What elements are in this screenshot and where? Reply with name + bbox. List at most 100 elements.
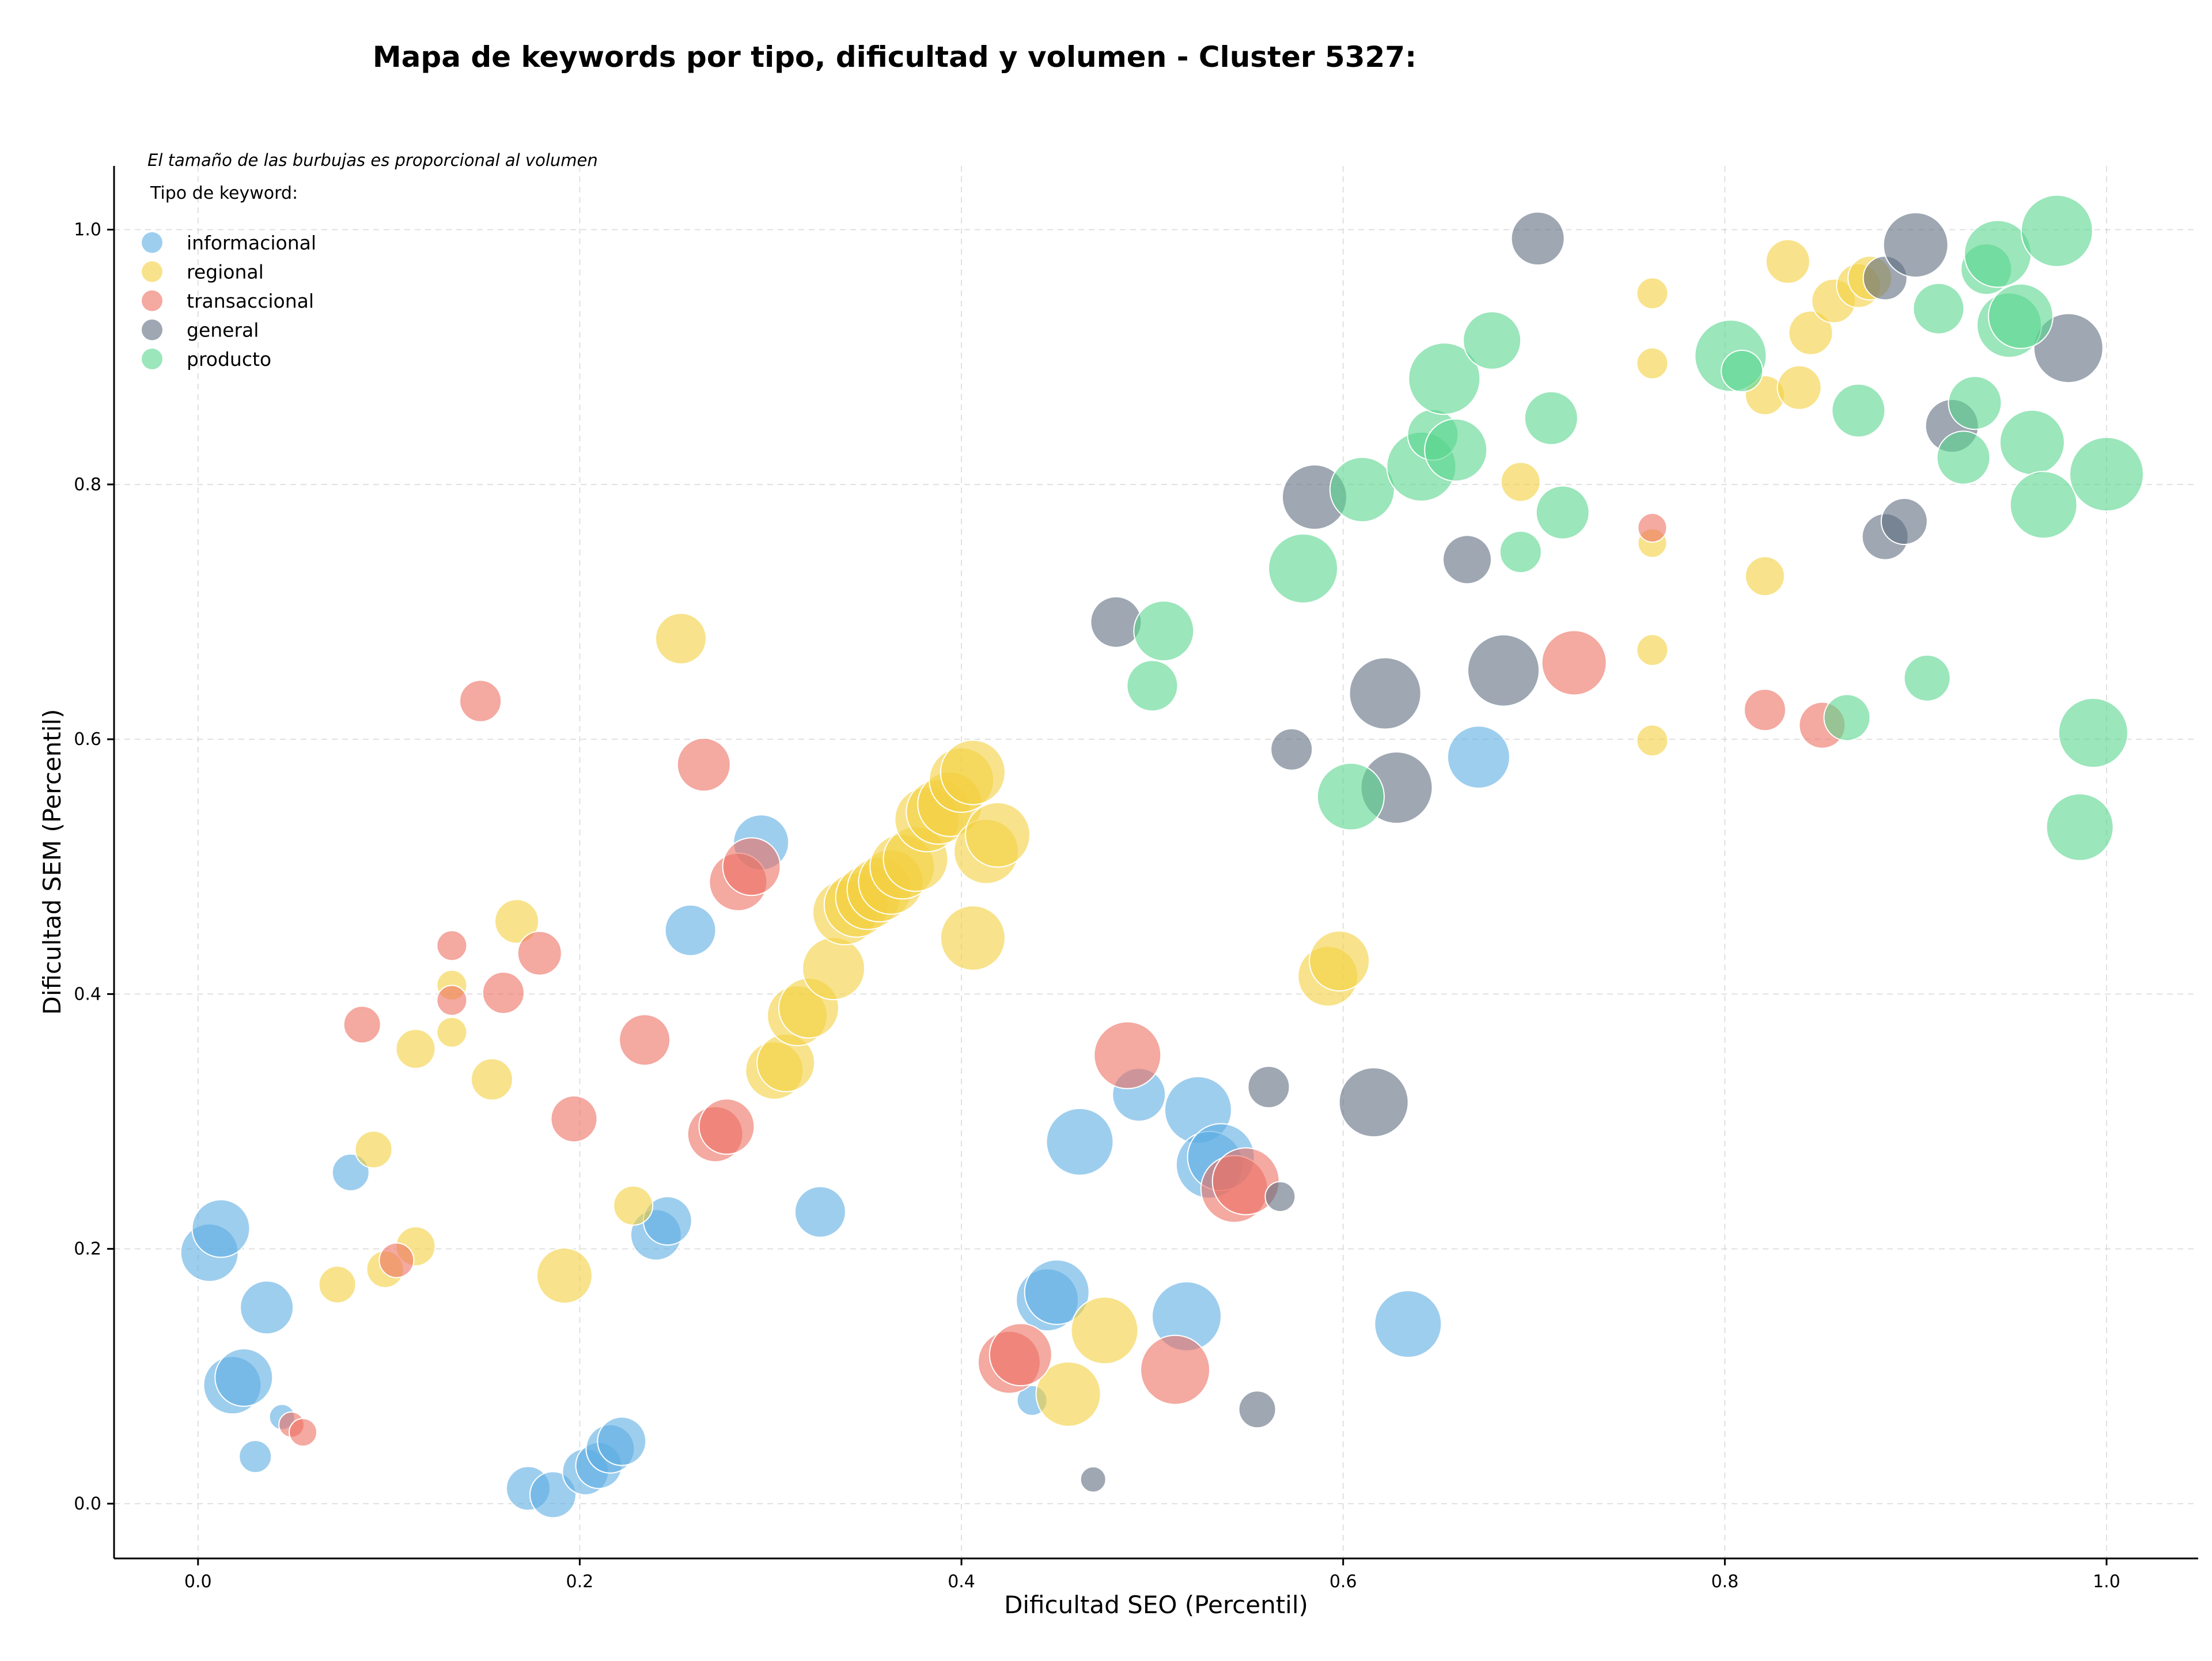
bubble-producto: [1499, 531, 1542, 573]
x-tick-label: 0.4: [948, 1572, 975, 1592]
bubble-producto: [1268, 533, 1339, 604]
legend-item-producto: producto: [142, 348, 271, 370]
series-general: [1080, 211, 2104, 1493]
bubble-producto: [1987, 283, 2054, 349]
bubble-transaccional: [722, 837, 781, 896]
bubble-producto: [1535, 485, 1590, 540]
bubble-transaccional: [482, 971, 525, 1015]
bubble-regional: [655, 612, 707, 665]
bubble-transaccional: [619, 1014, 671, 1066]
bubble-general: [1510, 211, 1565, 266]
bubble-producto: [1999, 409, 2065, 475]
bubble-producto: [1831, 383, 1886, 438]
bubble-producto: [1126, 660, 1179, 712]
x-tick-label: 1.0: [2093, 1572, 2120, 1592]
bubble-regional: [1777, 365, 1822, 410]
series-transaccional: [278, 513, 1846, 1447]
y-tick-label: 0.8: [74, 475, 101, 495]
legend-label: regional: [187, 261, 264, 283]
bubble-regional: [613, 1185, 654, 1226]
bubble-general: [1080, 1466, 1107, 1493]
bubble-general: [1349, 657, 1422, 730]
bubble-informacional: [191, 1199, 251, 1258]
legend-label: general: [187, 319, 259, 342]
legend-marker: [142, 349, 162, 369]
y-axis-label: Dificultad SEM (Percentil): [38, 709, 66, 1015]
bubble-regional: [940, 905, 1006, 971]
bubble-transaccional: [436, 930, 468, 962]
bubble-transaccional: [550, 1095, 598, 1143]
bubble-informacional: [597, 1416, 647, 1466]
y-tick-label: 0.2: [74, 1239, 101, 1259]
legend-item-general: general: [142, 319, 259, 342]
bubble-transaccional: [343, 1005, 381, 1044]
legend-label: informacional: [187, 232, 316, 254]
bubble-general: [1238, 1390, 1277, 1429]
x-axis-label: Dificultad SEO (Percentil): [1004, 1591, 1308, 1619]
bubble-informacional: [1374, 1290, 1442, 1359]
y-tick-label: 0.6: [74, 729, 101, 750]
bubble-general: [1442, 535, 1492, 585]
bubble-informacional: [1046, 1107, 1114, 1176]
bubble-producto: [1329, 456, 1395, 523]
bubble-transaccional: [459, 679, 502, 722]
bubble-producto: [1721, 350, 1764, 392]
y-tick-label: 1.0: [74, 220, 101, 240]
bubble-producto: [2020, 194, 2093, 267]
bubble-regional: [471, 1058, 513, 1101]
legend-label: producto: [187, 348, 271, 370]
bubble-informacional: [1446, 725, 1510, 789]
bubble-transaccional: [289, 1418, 317, 1447]
x-tick-label: 0.8: [1711, 1572, 1738, 1592]
bubble-regional: [354, 1130, 393, 1169]
bubble-regional: [1035, 1361, 1101, 1427]
bubble-transaccional: [1743, 688, 1786, 732]
legend-item-regional: regional: [142, 261, 264, 283]
bubble-regional: [802, 937, 866, 1001]
bubble-informacional: [331, 1153, 370, 1191]
bubble-layer: [180, 194, 2144, 1519]
bubble-informacional: [1024, 1259, 1090, 1325]
bubble-producto: [1912, 282, 1965, 335]
bubble-regional: [436, 1016, 468, 1048]
x-tick-label: 0.6: [1330, 1572, 1357, 1592]
bubble-informacional: [240, 1280, 294, 1335]
bubble-general: [1247, 1065, 1290, 1108]
bubble-general: [2033, 313, 2104, 384]
bubble-regional: [1788, 310, 1834, 355]
bubble-producto: [2058, 698, 2128, 768]
x-tick-label: 0.0: [184, 1572, 212, 1592]
bubble-regional: [1070, 1296, 1139, 1365]
bubble-informacional: [214, 1348, 274, 1407]
bubble-regional: [1636, 277, 1669, 310]
bubble-general: [1338, 1067, 1409, 1138]
bubble-general: [1467, 634, 1540, 707]
bubble-producto: [1316, 762, 1385, 831]
series-producto: [1126, 194, 2144, 861]
legend-marker: [142, 290, 162, 311]
bubble-transaccional: [378, 1242, 415, 1278]
bubble-transaccional: [1541, 630, 1607, 696]
bubble-producto: [1408, 342, 1481, 415]
chart-title: Mapa de keywords por tipo, dificultad y …: [373, 40, 1416, 74]
bubble-general: [1883, 212, 1949, 278]
bubble-regional: [318, 1265, 357, 1304]
y-tick-label: 0.4: [74, 984, 101, 1004]
bubble-producto: [1823, 694, 1871, 741]
bubble-regional: [1765, 239, 1810, 284]
bubble-informacional: [794, 1186, 846, 1238]
bubble-producto: [1524, 391, 1578, 445]
bubble-producto: [1903, 654, 1951, 702]
legend-marker: [142, 232, 162, 253]
legend-title: Tipo de keyword:: [150, 183, 298, 203]
bubble-producto: [2009, 471, 2078, 539]
bubble-size-note: El tamaño de las burbujas es proporciona…: [147, 150, 598, 170]
bubble-producto: [1133, 600, 1195, 662]
legend: informacional regional transaccional genera…: [142, 232, 316, 370]
legend-marker: [142, 319, 162, 340]
y-tick-label: 0.0: [74, 1494, 101, 1514]
legend-item-informacional: informacional: [142, 232, 316, 254]
bubble-transaccional: [698, 1098, 755, 1155]
bubble-general: [1264, 1181, 1296, 1212]
bubble-regional: [1309, 930, 1370, 992]
